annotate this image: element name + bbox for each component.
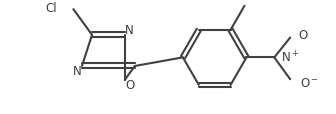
Text: O: O	[298, 29, 307, 42]
Text: N$^+$: N$^+$	[281, 50, 300, 65]
Text: N: N	[125, 24, 134, 37]
Text: N: N	[73, 65, 81, 78]
Text: O$^-$: O$^-$	[300, 76, 319, 89]
Text: O: O	[125, 79, 134, 92]
Text: Cl: Cl	[46, 2, 57, 15]
